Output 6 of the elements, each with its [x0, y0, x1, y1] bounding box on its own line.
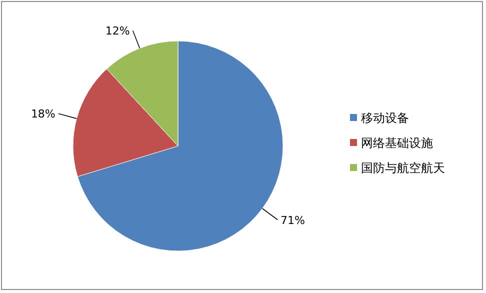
data-label: 71%	[280, 214, 306, 227]
legend-label: 国防与航空航天	[361, 161, 445, 175]
legend-label: 网络基础设施	[361, 136, 433, 150]
legend-label: 移动设备	[361, 111, 409, 125]
data-label: 12%	[105, 24, 130, 38]
data-label: 18%	[30, 108, 56, 121]
